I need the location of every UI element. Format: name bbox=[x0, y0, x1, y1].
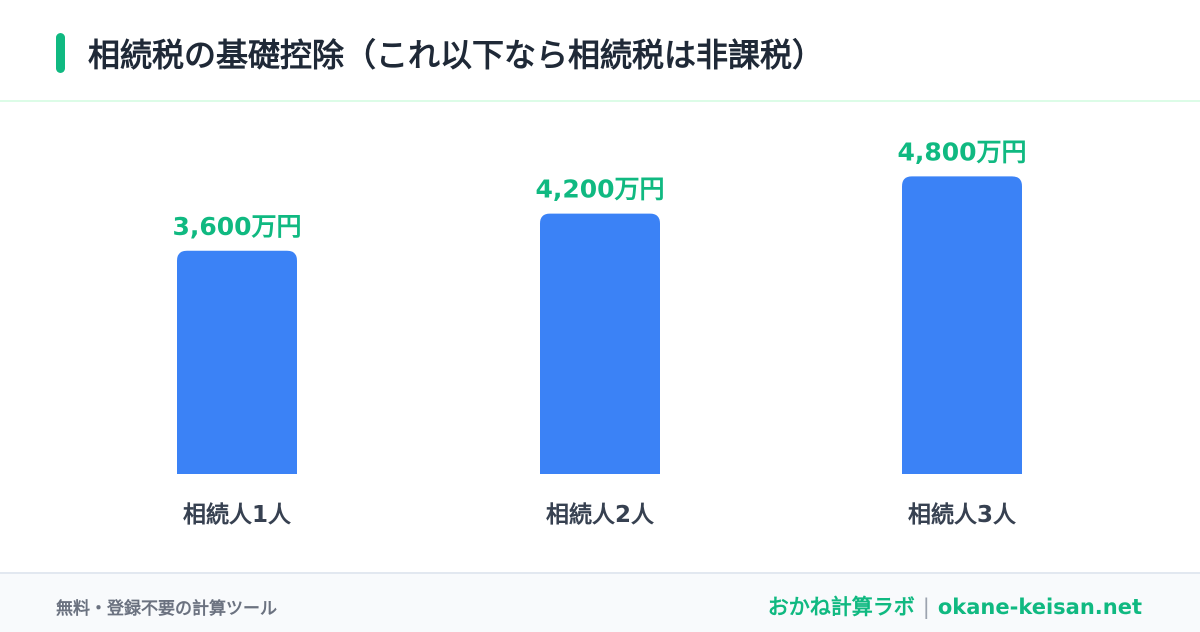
footer: 無料・登録不要の計算ツール おかね計算ラボ | okane-keisan.net bbox=[0, 572, 1200, 632]
page-title: 相続税の基礎控除（これ以下なら相続税は非課税） bbox=[88, 36, 825, 74]
data-label-3: 4,800万円 bbox=[897, 137, 1026, 166]
category-label-3: 相続人3人 bbox=[908, 501, 1017, 528]
category-label-2: 相続人2人 bbox=[546, 501, 655, 528]
bar-3 bbox=[902, 176, 1022, 474]
footer-brand[interactable]: おかね計算ラボ | okane-keisan.net bbox=[768, 591, 1142, 621]
bar-2 bbox=[540, 213, 660, 474]
data-label-1: 3,600万円 bbox=[172, 212, 301, 241]
data-label-2: 4,200万円 bbox=[535, 175, 664, 204]
brand-name: おかね計算ラボ bbox=[767, 595, 915, 619]
title-accent-bar bbox=[56, 33, 65, 73]
header: 相続税の基礎控除（これ以下なら相続税は非課税） bbox=[0, 0, 1200, 102]
brand-domain: okane-keisan.net bbox=[937, 595, 1142, 619]
brand-separator: | bbox=[922, 595, 930, 619]
bar-1 bbox=[177, 250, 297, 474]
category-label-1: 相続人1人 bbox=[183, 501, 292, 528]
footer-tagline: 無料・登録不要の計算ツール bbox=[56, 599, 277, 619]
